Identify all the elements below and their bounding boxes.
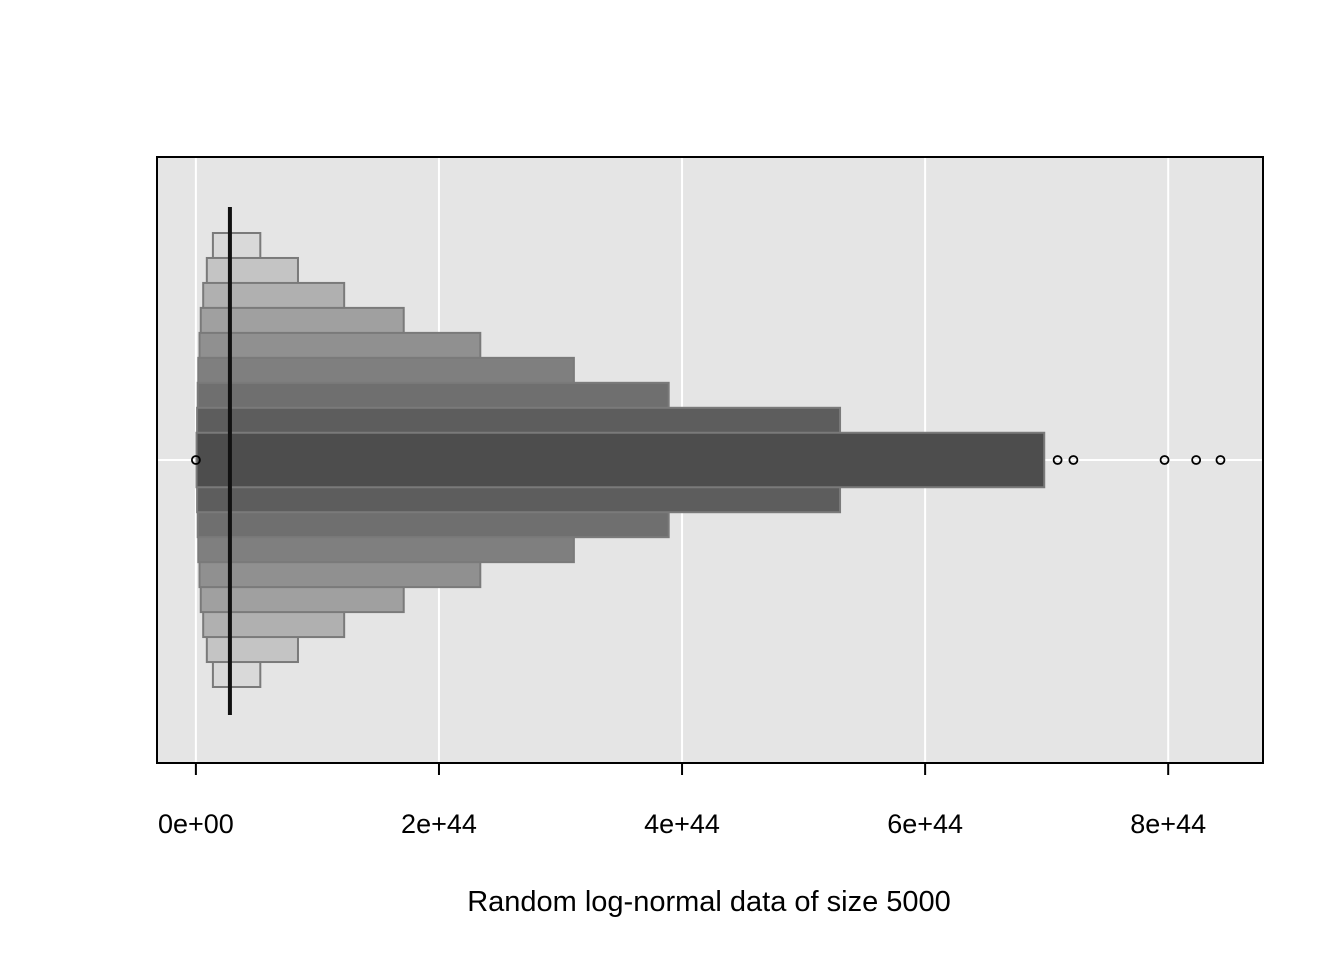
x-tick-label-3: 6e+44 [887, 809, 963, 839]
outlier-point-5 [1215, 455, 1226, 465]
outlier-point-2 [1068, 455, 1079, 465]
x-axis: 0e+00 2e+44 4e+44 6e+44 8e+44 [158, 763, 1206, 839]
x-axis-title: Random log-normal data of size 5000 [467, 886, 951, 918]
x-tick-label-0: 0e+00 [158, 809, 234, 839]
box-9 [195, 431, 1046, 489]
outlier-point-3 [1159, 455, 1170, 465]
plot-border [156, 156, 1264, 764]
letter-value-boxes [195, 232, 1046, 688]
outlier-point-4 [1191, 455, 1202, 465]
outlier-point-1 [1052, 455, 1063, 465]
outlier-points [191, 455, 1226, 465]
x-tick-label-1: 2e+44 [401, 809, 477, 839]
x-tick-label-2: 4e+44 [644, 809, 720, 839]
x-tick-label-4: 8e+44 [1130, 809, 1206, 839]
outlier-point-0 [191, 455, 201, 465]
